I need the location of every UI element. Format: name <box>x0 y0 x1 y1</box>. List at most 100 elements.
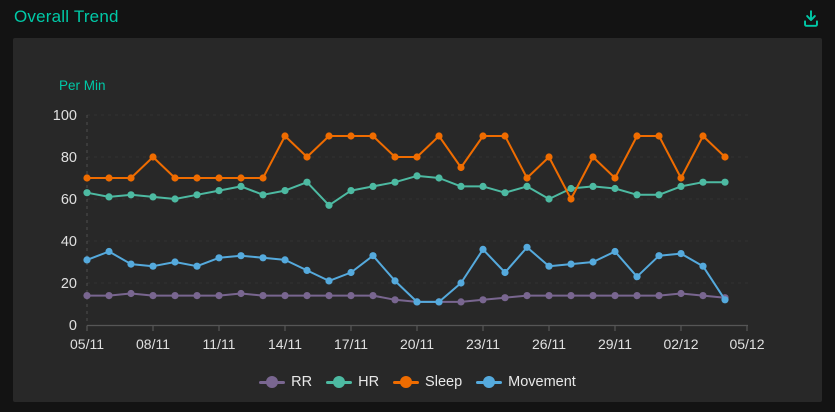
data-point-rr-08-11 <box>149 292 157 300</box>
data-point-rr-05-11 <box>83 292 91 300</box>
data-point-hr-07-11 <box>127 191 135 199</box>
data-point-movement-05-11 <box>83 256 91 264</box>
data-point-rr-25-11 <box>523 292 531 300</box>
x-tick-label-05-12: 05/12 <box>729 336 764 352</box>
x-tick-label-20-11: 20/11 <box>400 336 434 352</box>
chart-panel: Per Min 0 20 40 60 80 100 05/11 08/11 11/11 14/11… <box>13 38 822 402</box>
data-point-hr-20-11 <box>413 172 421 180</box>
data-point-rr-19-11 <box>391 296 399 304</box>
data-point-movement-02-12 <box>677 250 685 258</box>
data-point-sleep-01-12 <box>655 132 663 140</box>
data-point-rr-24-11 <box>501 294 509 302</box>
data-point-movement-21-11 <box>435 298 443 306</box>
data-point-movement-03-12 <box>699 262 707 270</box>
download-button[interactable] <box>797 5 825 33</box>
data-point-movement-29-11 <box>611 247 619 256</box>
data-point-movement-08-11 <box>149 262 157 270</box>
x-tick-label-02-12: 02/12 <box>663 336 698 352</box>
data-point-movement-23-11 <box>479 245 487 253</box>
data-point-movement-11-11 <box>215 254 223 262</box>
data-point-sleep-13-11 <box>259 174 267 182</box>
data-point-rr-28-11 <box>589 292 597 300</box>
x-tick-label-17-11: 17/11 <box>334 336 368 352</box>
data-point-movement-24-11 <box>501 268 509 277</box>
x-tick-label-14-11: 14/11 <box>268 336 302 352</box>
data-point-rr-10-11 <box>193 292 201 300</box>
data-point-sleep-22-11 <box>457 163 465 172</box>
data-point-movement-14-11 <box>281 256 289 264</box>
data-point-hr-27-11 <box>567 184 575 193</box>
legend-marker-sleep <box>393 376 420 388</box>
y-tick-label-20: 20 <box>61 276 77 292</box>
data-point-hr-14-11 <box>281 187 289 195</box>
data-point-movement-04-12 <box>721 296 729 304</box>
data-point-movement-12-11 <box>237 252 245 260</box>
data-point-hr-04-12 <box>721 178 729 186</box>
data-point-rr-15-11 <box>303 292 311 300</box>
data-point-movement-19-11 <box>391 277 399 285</box>
data-point-rr-02-12 <box>677 289 685 298</box>
data-point-hr-18-11 <box>369 182 377 190</box>
data-point-rr-22-11 <box>457 298 465 306</box>
data-point-hr-26-11 <box>545 195 553 203</box>
data-point-movement-18-11 <box>369 252 377 260</box>
data-point-hr-03-12 <box>699 178 707 186</box>
data-point-hr-16-11 <box>325 201 333 209</box>
data-point-rr-14-11 <box>281 292 289 300</box>
x-tick-label-23-11: 23/11 <box>466 336 500 352</box>
series-line-hr <box>86 174 725 207</box>
data-point-hr-08-11 <box>149 193 157 201</box>
data-point-movement-01-12 <box>655 252 663 260</box>
legend-item-hr[interactable]: HR <box>326 374 379 390</box>
data-point-sleep-10-11 <box>193 174 201 182</box>
data-point-hr-30-11 <box>633 191 641 199</box>
data-point-sleep-21-11 <box>435 132 443 140</box>
y-tick-label-60: 60 <box>61 192 77 208</box>
x-tick-label-08-11: 08/11 <box>136 336 170 352</box>
data-point-movement-07-11 <box>127 260 135 268</box>
legend-item-rr[interactable]: RR <box>259 374 312 390</box>
data-point-sleep-27-11 <box>567 195 575 203</box>
data-point-movement-26-11 <box>545 262 553 270</box>
data-point-sleep-15-11 <box>303 153 311 161</box>
data-point-hr-13-11 <box>259 191 267 199</box>
data-point-sleep-30-11 <box>633 132 641 140</box>
x-tick-label-26-11: 26/11 <box>532 336 566 352</box>
data-point-sleep-02-12 <box>677 174 685 182</box>
data-point-hr-25-11 <box>523 182 531 190</box>
data-point-movement-25-11 <box>523 243 531 251</box>
data-point-hr-24-11 <box>501 189 509 197</box>
data-point-sleep-05-11 <box>83 174 91 182</box>
data-point-sleep-25-11 <box>523 174 531 182</box>
trend-line-chart[interactable]: 0 20 40 60 80 100 05/11 08/11 11/11 14/11 17/11 20/… <box>13 38 822 360</box>
data-point-sleep-12-11 <box>237 174 245 182</box>
page-title: Overall Trend <box>14 7 119 26</box>
data-point-hr-06-11 <box>105 193 113 201</box>
data-point-movement-06-11 <box>105 247 113 256</box>
data-point-sleep-17-11 <box>347 132 355 140</box>
data-point-hr-10-11 <box>193 191 201 199</box>
x-tick-label-29-11: 29/11 <box>598 336 632 352</box>
y-tick-label-80: 80 <box>61 150 77 166</box>
legend-marker-hr <box>326 376 353 388</box>
data-point-sleep-20-11 <box>413 153 421 161</box>
data-point-rr-12-11 <box>237 289 245 298</box>
data-point-sleep-06-11 <box>105 174 113 182</box>
data-point-rr-13-11 <box>259 292 267 300</box>
legend-marker-rr <box>259 376 286 388</box>
data-point-sleep-07-11 <box>127 174 135 182</box>
legend-item-movement[interactable]: Movement <box>476 374 576 390</box>
data-point-movement-09-11 <box>171 258 179 266</box>
data-point-movement-13-11 <box>259 254 267 262</box>
data-point-hr-02-12 <box>677 182 685 190</box>
y-tick-label-100: 100 <box>53 108 77 124</box>
data-point-movement-27-11 <box>567 260 575 268</box>
data-point-movement-10-11 <box>193 262 201 270</box>
data-point-movement-30-11 <box>633 273 641 281</box>
legend-item-sleep[interactable]: Sleep <box>393 374 462 390</box>
data-point-hr-29-11 <box>611 184 619 193</box>
legend-label-movement: Movement <box>508 374 576 390</box>
data-point-sleep-29-11 <box>611 174 619 182</box>
data-point-rr-11-11 <box>215 292 223 300</box>
legend-label-rr: RR <box>291 374 313 390</box>
